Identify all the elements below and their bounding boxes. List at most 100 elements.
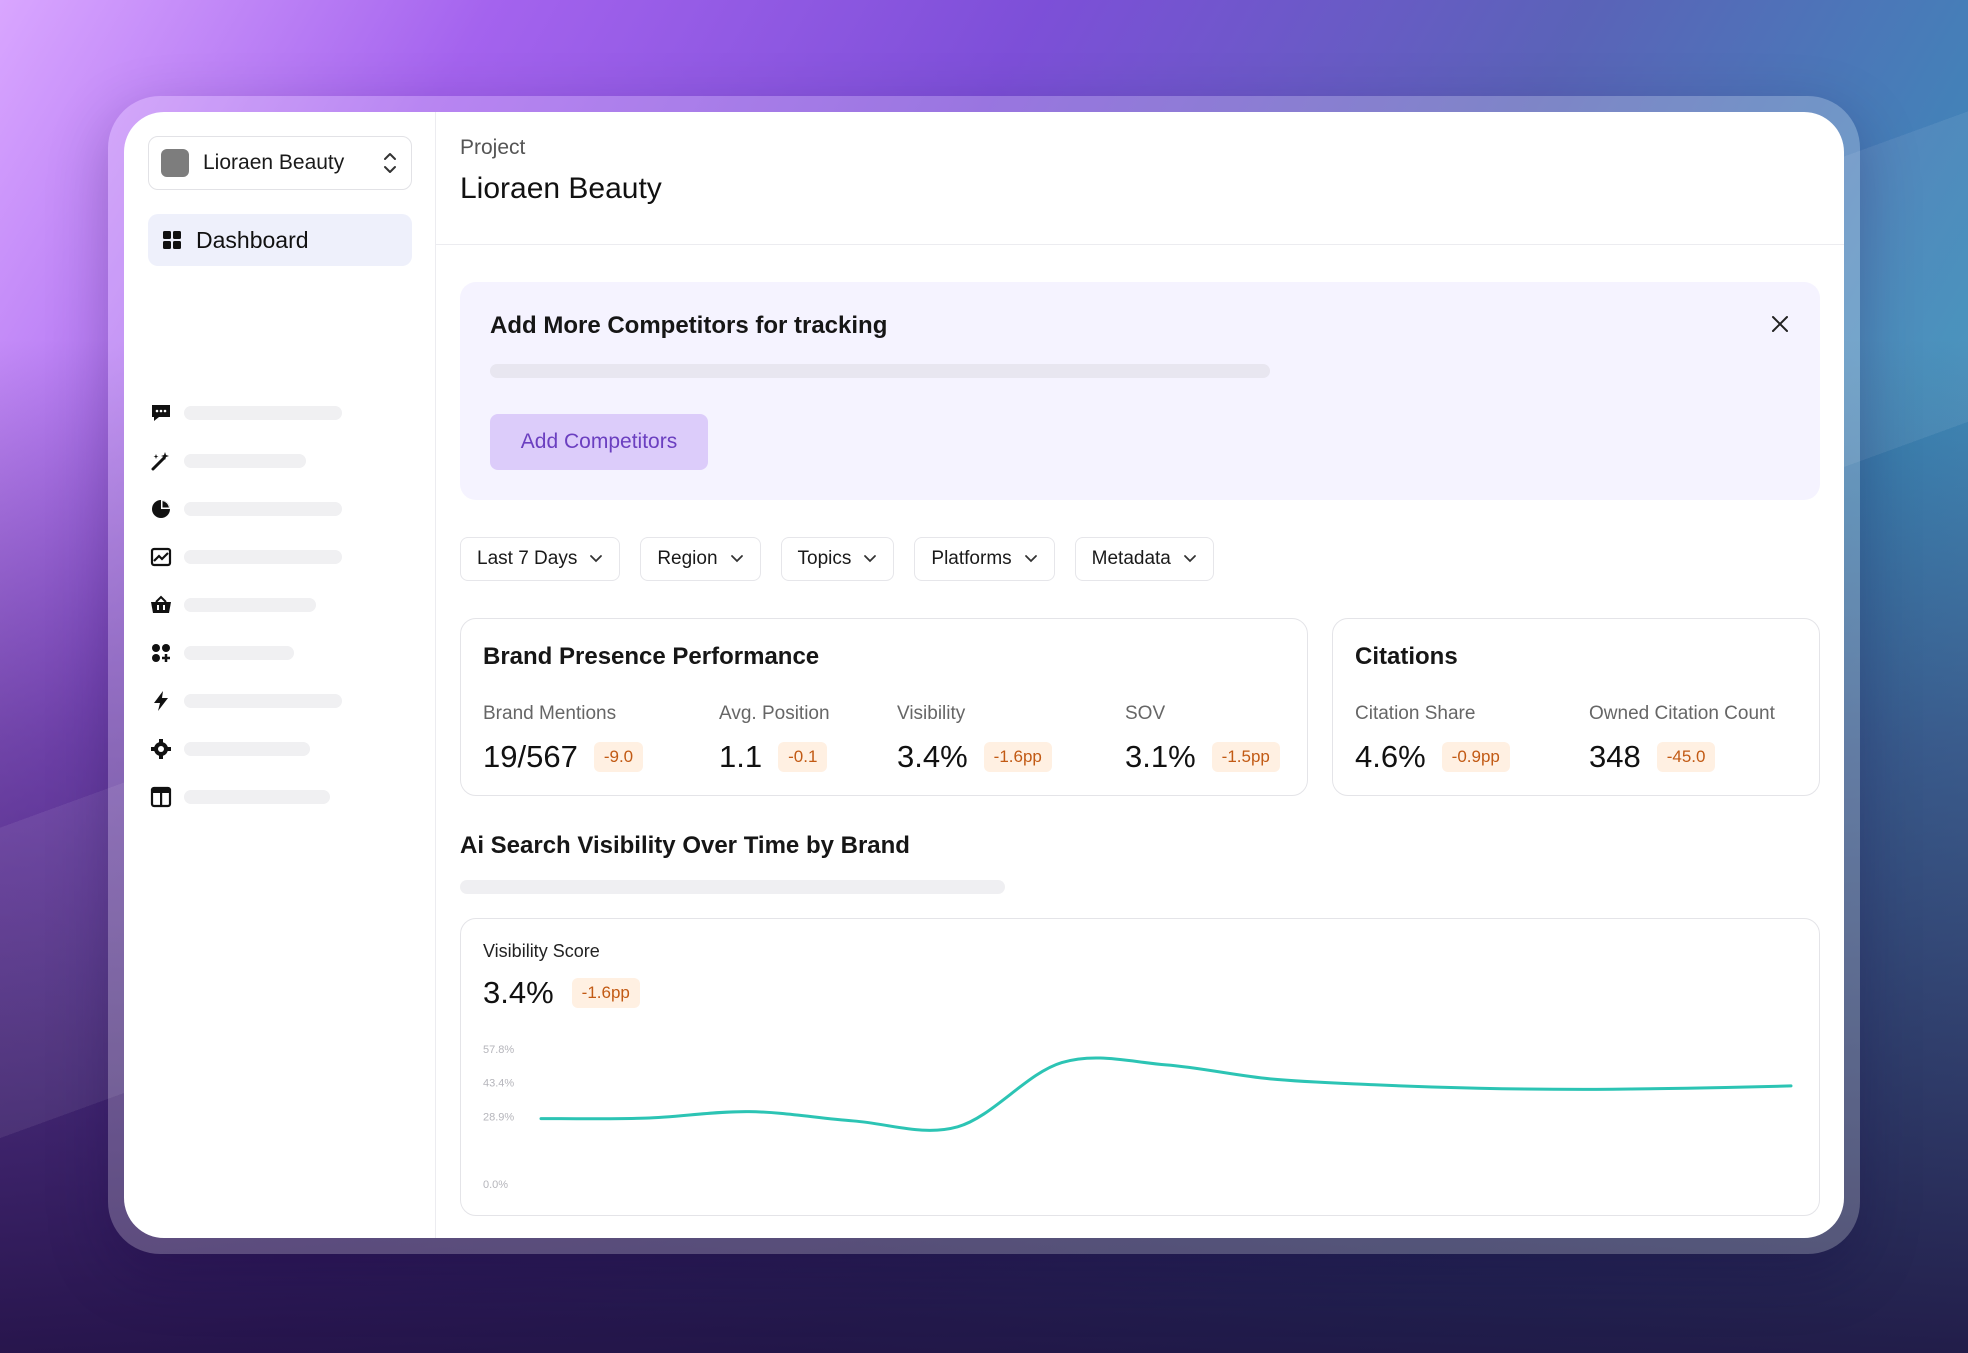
nav-label-placeholder (184, 598, 316, 612)
filter-label: Platforms (931, 548, 1012, 569)
chart-label: Visibility Score (483, 941, 600, 961)
delta-badge: -9.0 (593, 742, 644, 772)
banner-description-placeholder (490, 364, 1270, 378)
metric-label: Brand Mentions (483, 703, 617, 724)
metric-label: Citation Share (1355, 703, 1476, 724)
brand-presence-card: Brand Presence Performance Brand Mention… (460, 618, 1308, 796)
project-selector-label: Lioraen Beauty (203, 151, 345, 174)
nav-label-placeholder (184, 454, 306, 468)
chart-current-value: 3.4% (483, 975, 554, 1010)
sidebar-item-automation[interactable] (148, 686, 412, 716)
visibility-line-chart: 57.8% 43.4% 28.9% 0.0% (483, 1044, 1793, 1191)
app-window: Lioraen Beauty Dashboard (124, 112, 1844, 1238)
card-title: Brand Presence Performance (483, 643, 820, 670)
message-icon (152, 405, 170, 421)
filter-metadata[interactable]: Metadata (1074, 537, 1214, 581)
filter-label: Last 7 Days (477, 548, 578, 569)
metric-label: Owned Citation Count (1589, 703, 1775, 724)
nav-label-placeholder (184, 550, 342, 564)
page-title: Lioraen Beauty (460, 172, 662, 205)
filter-label: Region (657, 548, 718, 569)
page-eyebrow: Project (460, 136, 526, 159)
project-selector[interactable]: Lioraen Beauty (148, 136, 412, 190)
sidebar-item-magic[interactable] (148, 446, 412, 476)
delta-badge: -0.1 (778, 742, 828, 772)
metric-value: 3.1% (1125, 739, 1196, 774)
y-tick-label: 57.8% (483, 1044, 514, 1056)
metric-citation-share: Citation Share 4.6% -0.9pp (1355, 703, 1510, 775)
metric-owned-citation-count: Owned Citation Count 348 -45.0 (1589, 703, 1775, 775)
sidebar: Lioraen Beauty Dashboard (124, 112, 436, 1238)
page-header: Project Lioraen Beauty (436, 112, 1844, 245)
layout-icon (150, 786, 172, 808)
sidebar-item-shop[interactable] (148, 590, 412, 620)
sidebar-item-label: Dashboard (196, 226, 309, 253)
sidebar-item-reports[interactable] (148, 542, 412, 572)
main-content: Project Lioraen Beauty Add More Competit… (436, 112, 1844, 1238)
metric-visibility: Visibility 3.4% -1.6pp (897, 703, 1052, 775)
filter-bar: Last 7 Days Region Topics Platforms Meta… (460, 537, 1214, 581)
pie-chart-icon (152, 500, 170, 518)
delta-badge: -1.6pp (571, 978, 640, 1008)
nav-label-placeholder (184, 646, 294, 660)
metric-label: Avg. Position (719, 703, 830, 724)
delta-badge: -0.9pp (1441, 742, 1510, 772)
nav-label-placeholder (184, 694, 342, 708)
chevron-down-icon (1024, 555, 1037, 563)
sidebar-item-dashboard[interactable]: Dashboard (148, 214, 412, 266)
section-title: Ai Search Visibility Over Time by Brand (460, 832, 910, 859)
citations-card: Citations Citation Share 4.6% -0.9pp Own… (1332, 618, 1820, 796)
nav-label-placeholder (184, 790, 330, 804)
filter-date-range[interactable]: Last 7 Days (460, 537, 621, 581)
metric-value: 348 (1589, 739, 1641, 774)
nav-label-placeholder (184, 742, 310, 756)
filter-region[interactable]: Region (640, 537, 761, 581)
bolt-icon (154, 691, 168, 711)
metric-sov: SOV 3.1% -1.5pp (1125, 703, 1280, 775)
sidebar-item-messages[interactable] (148, 398, 412, 428)
metric-label: Visibility (897, 703, 966, 724)
metric-value: 3.4% (897, 739, 968, 774)
y-tick-label: 43.4% (483, 1078, 514, 1090)
sidebar-item-settings[interactable] (148, 734, 412, 764)
close-icon[interactable] (1766, 310, 1794, 338)
metric-label: SOV (1125, 703, 1166, 724)
visibility-chart-card: Visibility Score 3.4% -1.6pp 57.8% 43.4% 2… (460, 918, 1820, 1216)
image-chart-icon (150, 547, 172, 567)
series-line (539, 1056, 1793, 1132)
y-tick-label: 0.0% (483, 1179, 508, 1191)
chevron-down-icon (730, 555, 743, 563)
delta-badge: -1.6pp (983, 742, 1052, 772)
sidebar-item-layout[interactable] (148, 782, 412, 812)
chevron-down-icon (864, 555, 877, 563)
filter-label: Metadata (1091, 548, 1171, 569)
add-competitors-button[interactable]: Add Competitors (490, 414, 708, 470)
basket-icon (151, 595, 171, 613)
add-competitors-banner: Add More Competitors for tracking Add Co… (460, 282, 1820, 500)
project-avatar (161, 149, 189, 177)
grid-icon (163, 231, 181, 249)
metric-brand-mentions: Brand Mentions 19/567 -9.0 (483, 703, 644, 775)
magic-wand-icon (151, 452, 169, 471)
apps-icon (152, 644, 170, 662)
metric-value: 19/567 (483, 739, 578, 774)
delta-badge: -45.0 (1656, 742, 1716, 772)
chevron-down-icon (1183, 555, 1196, 563)
chevron-down-icon (590, 555, 603, 563)
card-title: Citations (1355, 643, 1458, 670)
settings-icon (151, 739, 171, 759)
filter-topics[interactable]: Topics (780, 537, 895, 581)
filter-label: Topics (797, 548, 852, 569)
metric-avg-position: Avg. Position 1.1 -0.1 (719, 703, 830, 775)
sidebar-item-apps[interactable] (148, 638, 412, 668)
chevron-up-down-icon (384, 153, 396, 173)
banner-title: Add More Competitors for tracking (490, 312, 888, 339)
nav-label-placeholder (184, 406, 342, 420)
sidebar-item-analytics[interactable] (148, 494, 412, 524)
delta-badge: -1.5pp (1211, 742, 1280, 772)
section-description-placeholder (460, 880, 1005, 894)
y-tick-label: 28.9% (483, 1112, 514, 1124)
filter-platforms[interactable]: Platforms (914, 537, 1055, 581)
metric-value: 4.6% (1355, 739, 1426, 774)
metric-value: 1.1 (719, 739, 763, 774)
